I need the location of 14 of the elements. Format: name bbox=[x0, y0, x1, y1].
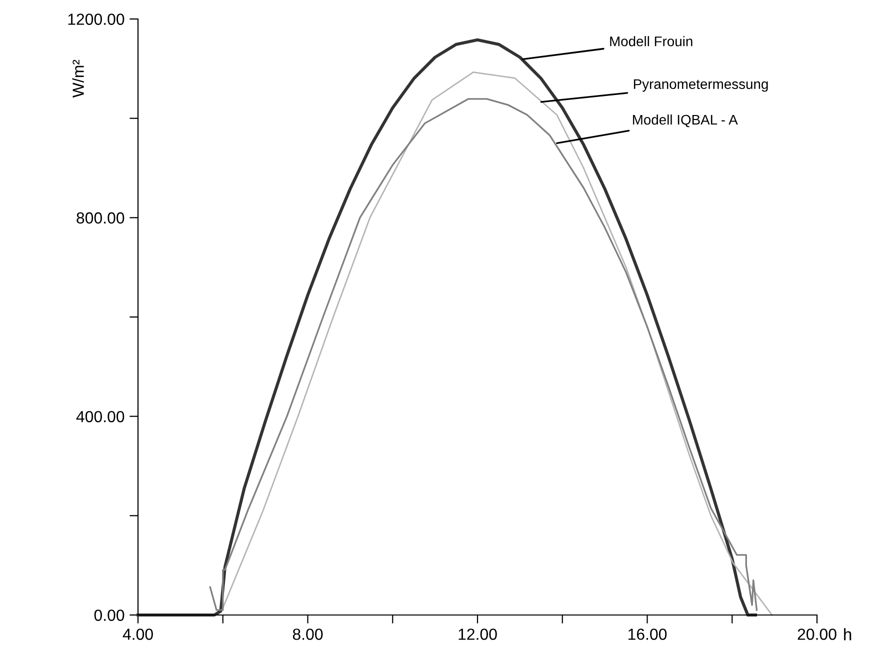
x-tick-label: 8.00 bbox=[292, 628, 323, 640]
y-tick-label: 0.00 bbox=[94, 610, 124, 621]
annotation: Modell Frouin bbox=[610, 36, 692, 46]
y-tick-label: 1200.00 bbox=[68, 14, 124, 25]
annotation: Pyranometermessung bbox=[634, 79, 768, 92]
x-tick-label: 12.00 bbox=[458, 628, 497, 640]
y-axis-title: W/m² bbox=[72, 60, 84, 98]
x-axis-title: h bbox=[844, 628, 852, 640]
x-tick-label: 16.00 bbox=[628, 628, 667, 640]
y-tick-label: 400.00 bbox=[76, 410, 124, 422]
x-tick-label: 20.00 bbox=[798, 628, 836, 640]
x-tick-label: 4.00 bbox=[122, 628, 153, 640]
y-tick-label: 800.00 bbox=[76, 212, 124, 224]
annotation: Modell IQBAL - A bbox=[632, 114, 738, 128]
